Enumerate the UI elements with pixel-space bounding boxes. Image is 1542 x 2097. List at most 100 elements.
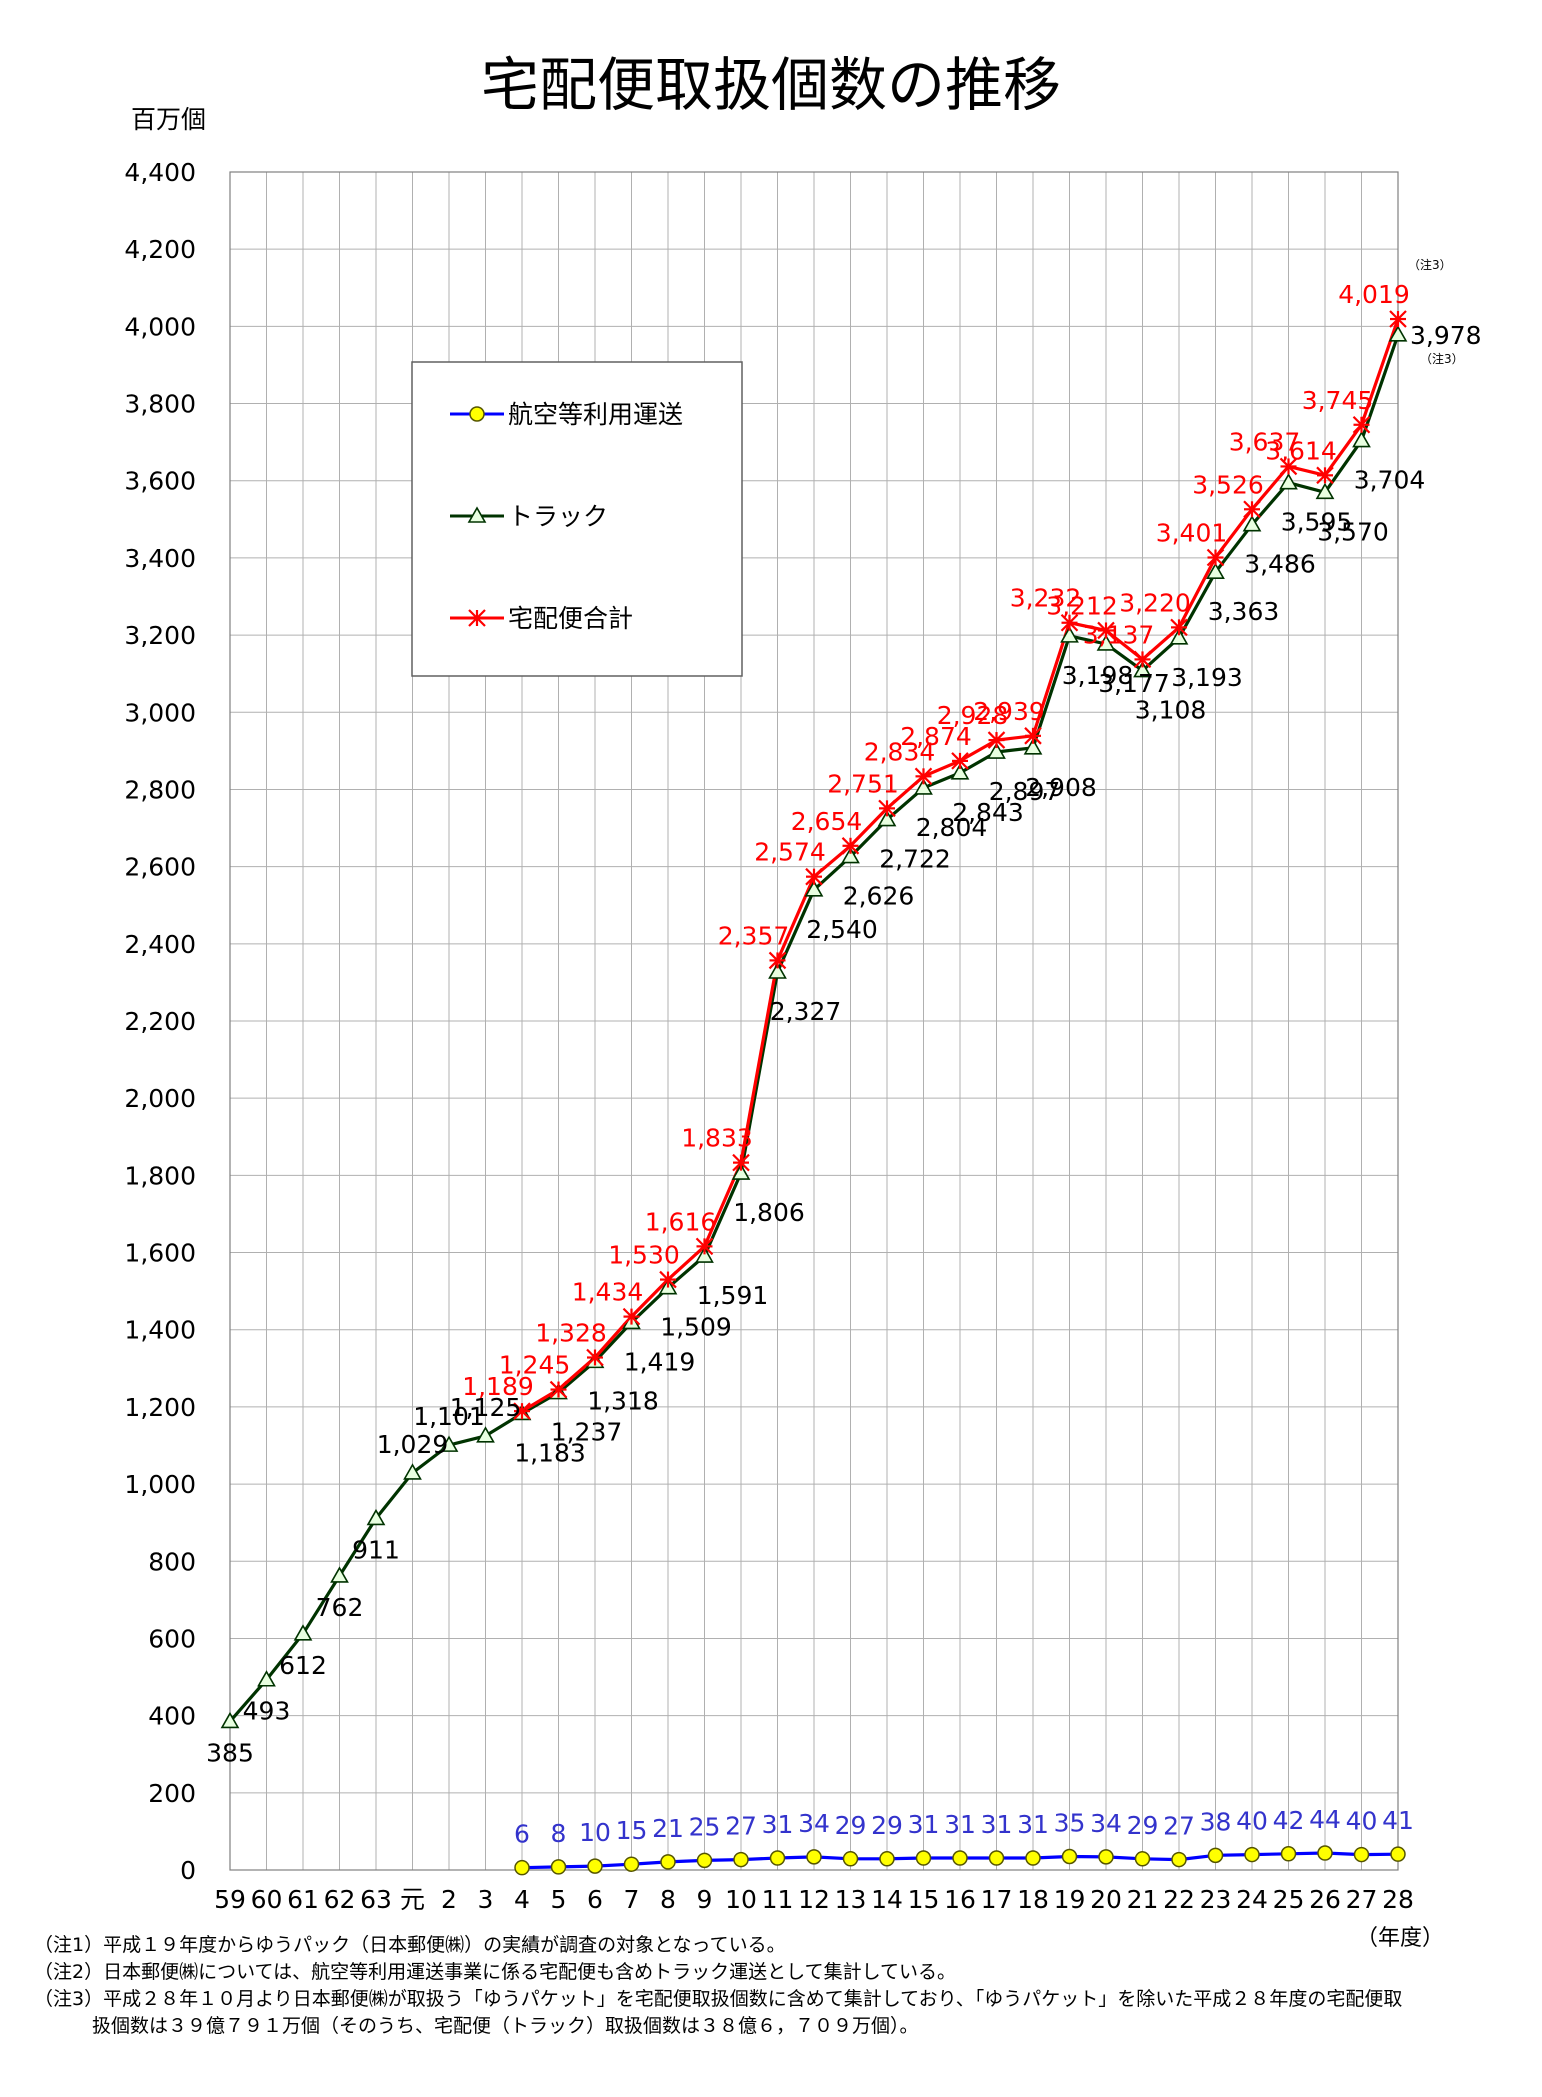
data-point — [293, 1624, 313, 1641]
x-axis-unit-label: （年度） — [1356, 1926, 1444, 1951]
data-label: 34 — [1090, 1809, 1122, 1838]
data-label: 3,232 — [1010, 584, 1082, 613]
data-point — [1134, 1851, 1151, 1867]
data-label: 3,108 — [1135, 696, 1207, 725]
x-tick-label: 5 — [551, 1885, 567, 1914]
data-point — [1388, 325, 1408, 342]
y-tick-label: 2,000 — [124, 1084, 196, 1113]
x-tick-label: 4 — [514, 1885, 530, 1914]
footnotes: （注1）平成１９年度からゆうパック（日本郵便㈱）の実績が調査の対象となっている。… — [34, 1932, 1514, 2040]
data-point — [1097, 621, 1115, 640]
y-tick-label: 1,000 — [124, 1470, 196, 1499]
data-point — [951, 752, 969, 770]
data-point — [987, 731, 1006, 749]
data-label: 3,363 — [1208, 597, 1280, 626]
y-tick-label: 1,200 — [124, 1393, 196, 1422]
data-point — [1390, 1846, 1406, 1862]
data-label: 31 — [762, 1810, 794, 1839]
data-label: 1,530 — [608, 1241, 680, 1270]
data-point — [1316, 466, 1334, 485]
data-point — [1317, 1845, 1333, 1861]
data-point — [1315, 482, 1335, 500]
legend-label: 宅配便合計 — [508, 604, 633, 633]
y-tick-label: 3,400 — [124, 544, 196, 573]
x-tick-label: 10 — [725, 1885, 757, 1914]
gridlines — [230, 172, 1398, 1870]
data-label: 1,328 — [535, 1319, 607, 1348]
data-point — [1244, 1846, 1260, 1863]
y-tick-label: 3,000 — [124, 698, 196, 727]
legend-swatch-marker — [469, 406, 485, 422]
data-point — [842, 1851, 859, 1867]
x-tick-label: 11 — [762, 1885, 794, 1914]
data-point — [732, 1153, 750, 1172]
data-label: 40 — [1346, 1807, 1378, 1836]
x-tick-label: 9 — [697, 1885, 713, 1914]
y-tick-label: 3,800 — [124, 390, 196, 419]
data-label: 1,029 — [377, 1430, 449, 1459]
data-point — [914, 778, 933, 795]
data-label: 3,198 — [1062, 661, 1134, 690]
data-label: 911 — [352, 1535, 400, 1564]
data-point — [1023, 738, 1043, 755]
annotation-note: （注3） — [1408, 257, 1452, 272]
x-tick-label: 2 — [441, 1885, 457, 1914]
data-label: 8 — [551, 1819, 567, 1848]
data-label: 2,540 — [806, 915, 878, 944]
data-label: 2,897 — [989, 777, 1061, 806]
footnote-1: （注1）平成１９年度からゆうパック（日本郵便㈱）の実績が調査の対象となっている。 — [34, 1934, 786, 1956]
data-label: 1,189 — [462, 1372, 534, 1401]
y-tick-label: 400 — [148, 1702, 196, 1731]
x-tick-label: 14 — [871, 1885, 903, 1914]
y-tick-label: 200 — [148, 1779, 196, 1808]
legend-label: トラック — [508, 502, 608, 531]
footnote-2: （注2）日本郵便㈱については、航空等利用運送事業に係る宅配便も含めトラック運送と… — [34, 1961, 957, 1983]
x-tick-label: 17 — [981, 1885, 1013, 1914]
y-tick-label: 1,600 — [124, 1239, 196, 1268]
y-tick-label: 0 — [180, 1856, 196, 1885]
data-label: 3,704 — [1354, 466, 1426, 495]
data-labels: 6 8 10 15 21 25 27 31 34 29 29 31 31 31 31 35 34 29 27 38 40… — [206, 280, 1481, 1849]
x-tick-label: 60 — [251, 1885, 283, 1914]
data-point — [549, 1380, 568, 1399]
axes — [229, 171, 1399, 1871]
y-tick-label: 4,000 — [124, 312, 196, 341]
data-point — [330, 1566, 349, 1583]
data-label: 1,183 — [514, 1438, 586, 1467]
y-tick-label: 2,600 — [124, 853, 196, 882]
data-label: 3,614 — [1265, 436, 1337, 465]
data-point — [1207, 1847, 1224, 1864]
data-point — [1133, 650, 1152, 669]
x-tick-label: 3 — [478, 1885, 494, 1914]
data-label: 34 — [798, 1809, 830, 1838]
data-point — [914, 767, 933, 786]
data-label: 1,101 — [413, 1402, 485, 1431]
x-tick-label: 21 — [1127, 1885, 1159, 1914]
data-label: 2,574 — [754, 838, 826, 867]
x-tick-label: 59 — [214, 1885, 246, 1914]
data-label: 1,237 — [551, 1418, 623, 1447]
data-label: 27 — [725, 1812, 757, 1841]
data-point — [1060, 626, 1079, 643]
x-tick-label: 24 — [1236, 1885, 1268, 1914]
data-label: 31 — [981, 1810, 1013, 1839]
data-point — [768, 951, 787, 970]
data-label: 2,751 — [827, 769, 899, 798]
data-point — [1098, 1849, 1114, 1865]
data-point — [513, 1402, 531, 1420]
data-point — [950, 763, 970, 780]
data-point — [841, 837, 860, 855]
data-label: 21 — [652, 1814, 684, 1843]
data-point — [1280, 1846, 1297, 1862]
data-point — [1353, 1846, 1370, 1863]
data-label: 2,654 — [791, 807, 863, 836]
data-label: 3,137 — [1083, 620, 1155, 649]
data-label: 29 — [1127, 1811, 1159, 1840]
data-label: 29 — [835, 1811, 867, 1840]
data-point — [586, 1348, 604, 1367]
y-axis-ticks: 0 200 400 600 800 1,000 1,200 1,400 1,600 1,800 2,… — [124, 158, 196, 1885]
data-label: 2,626 — [843, 882, 915, 911]
data-point — [877, 809, 897, 827]
